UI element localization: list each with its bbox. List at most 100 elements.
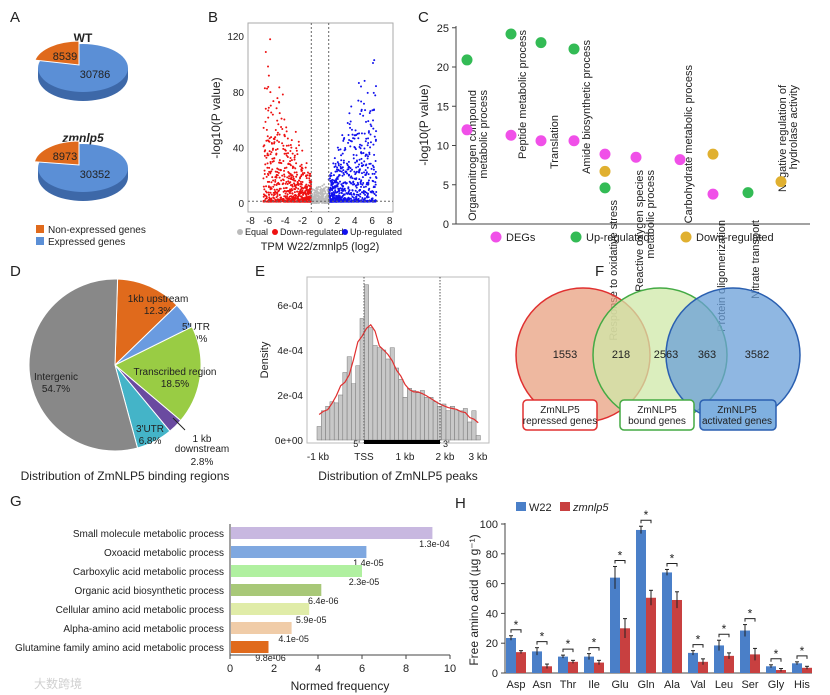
point-down-regulated — [300, 190, 303, 193]
point-equal — [321, 192, 324, 195]
point-up-regulated — [338, 195, 341, 198]
histogram-bin — [450, 406, 455, 441]
point-down-regulated — [305, 183, 308, 186]
point-down-regulated — [303, 171, 306, 174]
point-up-regulated — [599, 182, 611, 194]
point-up-regulated — [355, 154, 358, 157]
slice-label: 3'UTR — [136, 424, 164, 435]
point-up-regulated — [339, 165, 342, 168]
pie-slice — [114, 278, 178, 367]
point-down-regulated — [297, 179, 300, 182]
point-down-regulated — [282, 182, 285, 185]
slice-percent: 12.3% — [144, 306, 172, 317]
point-up-regulated — [363, 132, 366, 135]
y-tick-label: 0e+00 — [275, 436, 304, 447]
point-up-regulated — [367, 120, 370, 123]
point-down-regulated — [291, 174, 294, 177]
point-down-regulated — [283, 152, 286, 155]
point-up-regulated — [349, 181, 352, 184]
venn-set-label: ZmNLP5 — [717, 405, 757, 416]
x-tick-label: -6 — [263, 216, 272, 227]
point-up-regulated — [335, 195, 338, 198]
point-up-regulated — [374, 85, 377, 88]
point-down-regulated — [284, 196, 287, 199]
point-down-regulated — [294, 196, 297, 199]
point-up-regulated — [352, 192, 355, 195]
point-up-regulated — [360, 100, 363, 103]
point-up-regulated — [359, 181, 362, 184]
point-down-regulated — [265, 156, 268, 159]
significance-star: * — [670, 551, 675, 565]
category-label: Alpha-amino acid metabolic process — [63, 624, 224, 635]
legend-label: DEGs — [506, 232, 536, 244]
point-down-regulated — [273, 142, 276, 145]
histogram-bin — [437, 406, 442, 441]
significance-star: * — [748, 607, 753, 621]
point-down-regulated — [267, 193, 270, 196]
point-equal — [320, 201, 323, 204]
point-down-regulated — [265, 185, 268, 188]
point-up-regulated — [349, 126, 352, 129]
point-up-regulated — [342, 161, 345, 164]
category-label: Carbohydrate metabolic process — [683, 65, 695, 224]
point-down-regulated — [289, 197, 292, 200]
x-tick-label: 0 — [317, 216, 323, 227]
point-down-regulated — [294, 167, 297, 170]
histogram-bin — [467, 421, 473, 441]
y-tick-label: 60 — [486, 579, 498, 591]
point-up-regulated — [370, 167, 373, 170]
point-up-regulated — [341, 185, 344, 188]
point-down-regulated — [271, 160, 274, 163]
point-down-regulated — [269, 153, 272, 156]
point-up-regulated — [343, 149, 346, 152]
point-up-regulated — [346, 121, 349, 124]
point-degs — [674, 154, 686, 166]
point-up-regulated — [374, 139, 377, 142]
point-up-regulated — [340, 159, 343, 162]
panel-label-g: G — [10, 493, 22, 510]
point-up-regulated — [364, 197, 367, 200]
histogram-bin — [316, 426, 322, 441]
point-down-regulated — [300, 198, 303, 201]
panel-label-h: H — [455, 495, 466, 512]
y-tick-label: 15 — [437, 101, 449, 113]
point-down-regulated — [273, 188, 276, 191]
point-up-regulated — [362, 152, 365, 155]
significance-bracket — [510, 629, 522, 633]
point-down-regulated — [707, 148, 719, 160]
y-tick-label: 6e-04 — [277, 301, 303, 312]
point-up-regulated — [364, 193, 367, 196]
bar-w22 — [636, 529, 646, 673]
venn-set-label: bound genes — [628, 416, 686, 427]
point-up-regulated — [349, 139, 352, 142]
point-down-regulated — [283, 189, 286, 192]
point-down-regulated — [275, 152, 278, 155]
point-down-regulated — [283, 167, 286, 170]
point-down-regulated — [299, 182, 302, 185]
point-down-regulated — [279, 169, 282, 172]
point-down-regulated — [267, 191, 270, 194]
point-equal — [313, 194, 316, 197]
point-down-regulated — [304, 192, 307, 195]
point-up-regulated — [365, 172, 368, 175]
x-tick-label: Thr — [560, 679, 577, 691]
bar-w22 — [584, 656, 594, 673]
point-down-regulated — [269, 186, 272, 189]
y-tick-label: 5 — [443, 180, 449, 192]
bar-w22 — [506, 637, 516, 673]
point-up-regulated — [346, 172, 349, 175]
point-up-regulated — [358, 158, 361, 161]
point-down-regulated — [278, 86, 281, 89]
point-down-regulated — [278, 176, 281, 179]
point-down-regulated — [300, 187, 303, 190]
point-up-regulated — [362, 102, 365, 105]
point-up-regulated — [349, 192, 352, 195]
point-up-regulated — [371, 172, 374, 175]
x-tick-label: 0 — [227, 663, 233, 675]
plot-frame — [247, 22, 394, 213]
point-down-regulated — [292, 197, 295, 200]
point-equal — [326, 188, 329, 191]
point-equal — [320, 187, 323, 190]
point-up-regulated — [368, 112, 371, 115]
significance-bracket — [796, 655, 808, 659]
